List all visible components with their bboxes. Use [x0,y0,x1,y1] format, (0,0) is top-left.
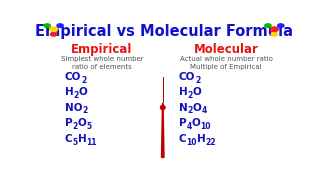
Text: 22: 22 [206,138,216,147]
Text: CO: CO [65,72,81,82]
Text: Actual whole number ratio
Multiple of Empirical: Actual whole number ratio Multiple of Em… [180,56,272,70]
Circle shape [51,33,57,36]
Text: 5: 5 [72,138,77,147]
Text: N: N [179,103,188,112]
Text: 2: 2 [81,76,86,85]
Ellipse shape [161,105,165,110]
Circle shape [50,27,58,32]
Text: H: H [179,87,188,97]
Polygon shape [162,103,164,158]
Text: 11: 11 [86,138,97,147]
Text: Empirical vs Molecular Formula: Empirical vs Molecular Formula [35,24,293,39]
Text: Empirical: Empirical [71,43,133,56]
Text: 2: 2 [188,91,193,100]
Text: C: C [179,134,187,144]
Text: 5: 5 [86,122,92,131]
Text: NO: NO [65,103,82,112]
Text: 2: 2 [188,107,193,116]
Text: P: P [179,118,187,128]
Text: O: O [79,87,88,97]
Text: C: C [65,134,72,144]
Text: P: P [65,118,72,128]
Circle shape [44,24,50,27]
Text: H: H [65,87,74,97]
Text: H: H [197,134,206,144]
Text: O: O [193,103,202,112]
Text: O: O [192,118,201,128]
Text: 2: 2 [82,107,88,116]
Text: H: H [77,134,86,144]
Text: O: O [78,118,86,128]
Text: Molecular: Molecular [194,43,259,56]
Text: O: O [193,87,202,97]
Circle shape [278,24,284,27]
Circle shape [57,24,63,27]
Circle shape [270,27,278,32]
Text: 2: 2 [72,122,78,131]
Text: 2: 2 [195,76,201,85]
Text: 10: 10 [187,138,197,147]
Circle shape [271,33,277,36]
Text: 2: 2 [74,91,79,100]
Circle shape [265,24,271,27]
Text: 10: 10 [201,122,211,131]
Text: 4: 4 [187,122,192,131]
Text: Simplest whole number
ratio of elements: Simplest whole number ratio of elements [61,56,143,70]
Text: 4: 4 [202,107,207,116]
Text: CO: CO [179,72,195,82]
